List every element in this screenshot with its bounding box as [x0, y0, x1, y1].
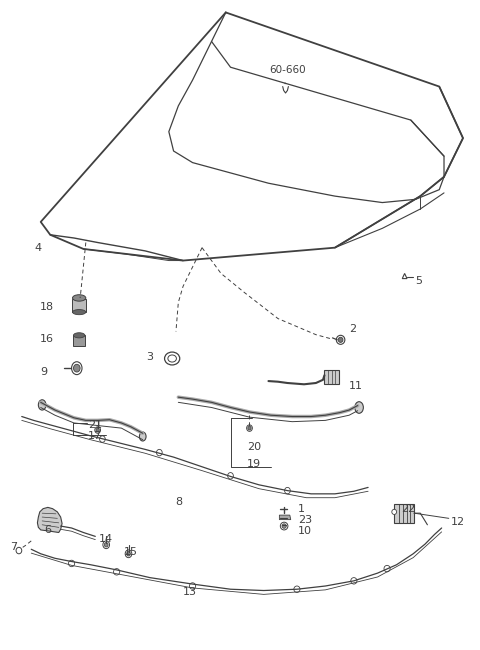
Ellipse shape: [336, 335, 345, 345]
Ellipse shape: [384, 566, 390, 572]
Ellipse shape: [355, 402, 363, 413]
Ellipse shape: [69, 560, 75, 567]
Text: 23: 23: [298, 515, 312, 525]
Text: 12: 12: [451, 517, 465, 526]
Text: 2: 2: [349, 324, 356, 334]
Ellipse shape: [72, 362, 82, 374]
Ellipse shape: [96, 428, 99, 432]
Ellipse shape: [16, 547, 22, 554]
Ellipse shape: [95, 427, 100, 434]
Ellipse shape: [168, 355, 177, 362]
Ellipse shape: [247, 425, 252, 432]
Text: 8: 8: [175, 497, 182, 507]
Ellipse shape: [392, 510, 396, 514]
Ellipse shape: [248, 426, 251, 430]
Text: 6: 6: [44, 525, 51, 535]
Ellipse shape: [139, 432, 146, 441]
Ellipse shape: [351, 578, 357, 584]
Text: 15: 15: [124, 547, 138, 557]
Text: 10: 10: [298, 526, 312, 536]
Text: 60-660: 60-660: [269, 66, 306, 75]
Text: 16: 16: [40, 334, 54, 345]
Ellipse shape: [294, 586, 300, 592]
Text: 20: 20: [247, 443, 261, 452]
Ellipse shape: [285, 488, 290, 494]
Text: 1: 1: [298, 504, 305, 514]
Text: 22: 22: [401, 504, 416, 514]
Text: 4: 4: [35, 242, 42, 253]
Ellipse shape: [228, 473, 233, 479]
Ellipse shape: [190, 583, 196, 589]
Text: 7: 7: [10, 542, 17, 552]
Ellipse shape: [114, 569, 120, 575]
Text: 19: 19: [247, 458, 261, 469]
Ellipse shape: [156, 449, 162, 456]
Text: 5: 5: [416, 276, 422, 286]
Text: 11: 11: [349, 381, 363, 391]
Text: 13: 13: [183, 588, 197, 597]
Ellipse shape: [125, 550, 132, 558]
Ellipse shape: [99, 436, 105, 442]
Text: 9: 9: [41, 367, 48, 377]
Text: 3: 3: [147, 352, 154, 362]
Ellipse shape: [280, 522, 288, 530]
Bar: [324, 370, 339, 384]
Text: 14: 14: [99, 534, 113, 544]
Polygon shape: [37, 508, 62, 532]
Bar: [72, 299, 86, 312]
Bar: [394, 504, 414, 523]
Ellipse shape: [72, 309, 86, 315]
Polygon shape: [279, 515, 291, 519]
Text: 18: 18: [40, 302, 54, 312]
Ellipse shape: [73, 333, 85, 338]
Ellipse shape: [127, 551, 131, 556]
Bar: [73, 335, 85, 346]
Ellipse shape: [73, 364, 80, 372]
Text: 17: 17: [88, 431, 102, 441]
Ellipse shape: [338, 337, 343, 343]
Ellipse shape: [103, 541, 109, 549]
Ellipse shape: [38, 400, 46, 410]
Text: 21: 21: [88, 420, 102, 430]
Ellipse shape: [72, 294, 86, 301]
Ellipse shape: [165, 352, 180, 365]
Ellipse shape: [104, 543, 108, 547]
Ellipse shape: [282, 524, 286, 528]
